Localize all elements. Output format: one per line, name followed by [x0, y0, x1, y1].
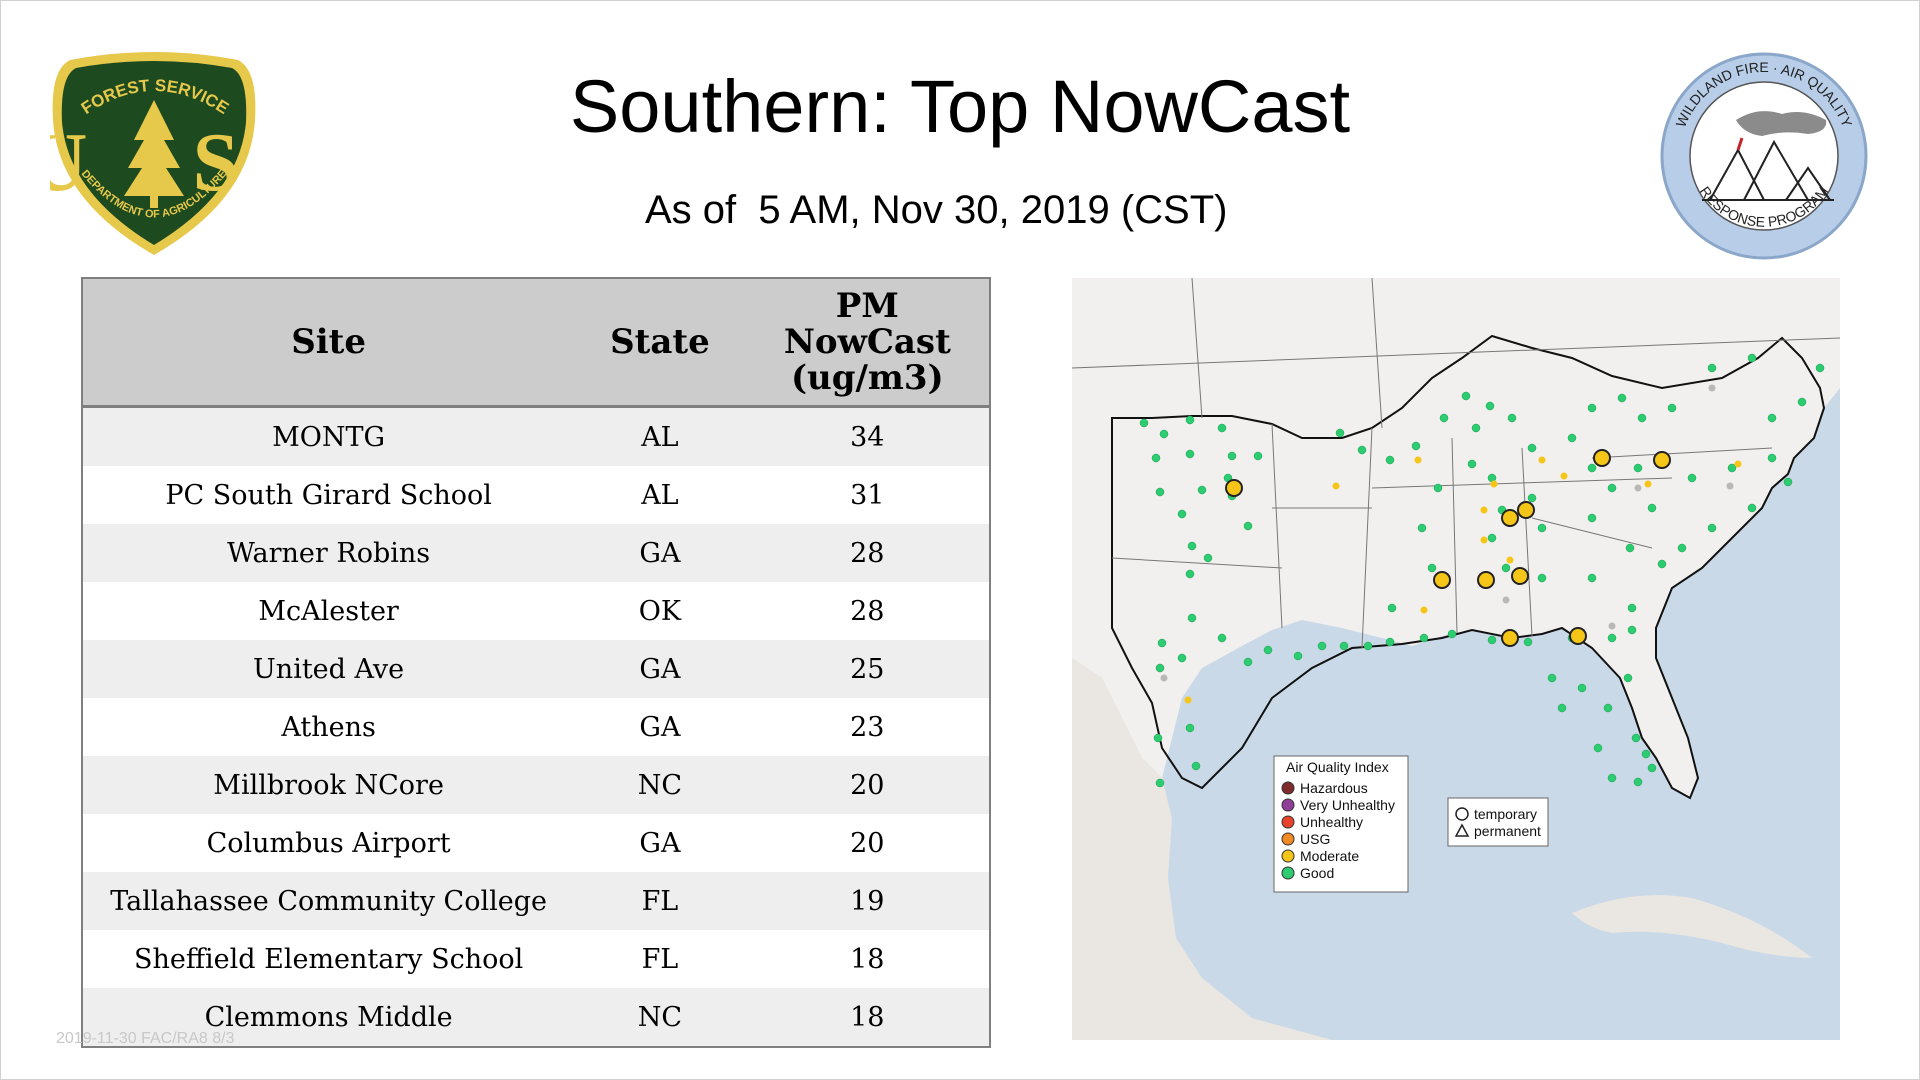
aqi-legend-title: Air Quality Index: [1286, 759, 1389, 775]
legend-unhealthy: Unhealthy: [1300, 814, 1363, 830]
cell-value: 31: [745, 466, 990, 524]
cell-state: AL: [574, 466, 746, 524]
cell-site: Athens: [82, 698, 575, 756]
table-row: McAlester OK 28: [82, 582, 990, 640]
cell-state: GA: [574, 640, 746, 698]
flag-icon: [1736, 137, 1744, 151]
cell-state: NC: [574, 988, 746, 1047]
cell-value: 20: [745, 756, 990, 814]
cell-site: PC South Girard School: [82, 466, 575, 524]
cell-site: Sheffield Elementary School: [82, 930, 575, 988]
legend-good: Good: [1300, 865, 1334, 881]
table-row: Clemmons Middle NC 18: [82, 988, 990, 1047]
cell-value: 20: [745, 814, 990, 872]
footer-faint-text: 2019-11-30 FAC/RA8 8/3: [56, 1030, 235, 1047]
pine-tree-icon: [124, 100, 184, 208]
map-region-outline: [1111, 334, 1826, 800]
legend-permanent: permanent: [1474, 823, 1541, 839]
legend-moderate: Moderate: [1300, 848, 1359, 864]
cell-value: 19: [745, 872, 990, 930]
table-row: PC South Girard School AL 31: [82, 466, 990, 524]
table-row: Warner Robins GA 28: [82, 524, 990, 582]
monitor-type-legend: temporary permanent: [1447, 797, 1549, 847]
map-state-lines: [1071, 277, 1841, 649]
forest-service-logo: FOREST SERVICE DEPARTMENT OF AGRICULTURE…: [27, 50, 258, 260]
cell-state: NC: [574, 756, 746, 814]
cell-state: FL: [574, 930, 746, 988]
cell-value: 23: [745, 698, 990, 756]
nowcast-table: Site State PM NowCast (ug/m3) MONTG AL 34 …: [81, 277, 991, 1048]
cell-site: McAlester: [82, 582, 575, 640]
legend-temporary: temporary: [1474, 806, 1537, 822]
air-quality-map: Air Quality Index Hazardous Very Unhealt…: [1071, 277, 1841, 1040]
table-row: Sheffield Elementary School FL 18: [82, 930, 990, 988]
map-us-land: [1072, 278, 1840, 798]
table-header-row: Site State PM NowCast (ug/m3): [82, 278, 990, 408]
table-row: Millbrook NCore NC 20: [82, 756, 990, 814]
cell-site: Warner Robins: [82, 524, 575, 582]
cell-site: MONTG: [82, 406, 575, 466]
table-row: Columbus Airport GA 20: [82, 814, 990, 872]
permanent-triangle-icon: [1454, 823, 1470, 837]
gray-monitor-dots: [1160, 384, 1734, 682]
aqi-legend: Air Quality Index Hazardous Very Unhealt…: [1273, 755, 1409, 893]
slide-title: Southern: Top NowCast: [569, 65, 1351, 148]
table-row: Athens GA 23: [82, 698, 990, 756]
cell-state: GA: [574, 524, 746, 582]
legend-very-unhealthy: Very Unhealthy: [1300, 797, 1395, 813]
cell-value: 18: [745, 988, 990, 1047]
table-row: Tallahassee Community College FL 19: [82, 872, 990, 930]
header-pm-nowcast: PM NowCast (ug/m3): [745, 278, 990, 408]
slide-subtitle: As of 5 AM, Nov 30, 2019 (CST): [645, 188, 1228, 232]
cell-site: Tallahassee Community College: [82, 872, 575, 930]
legend-hazardous: Hazardous: [1300, 780, 1368, 796]
cell-site: Clemmons Middle: [82, 988, 575, 1047]
map-cuba-land: [1572, 895, 1812, 958]
cell-state: GA: [574, 698, 746, 756]
header-state: State: [574, 278, 746, 408]
cell-state: AL: [574, 406, 746, 466]
map-mexico-land: [1072, 658, 1332, 1040]
cell-site: United Ave: [82, 640, 575, 698]
legend-usg: USG: [1300, 831, 1330, 847]
smoke-icon: [1736, 111, 1827, 136]
moderate-large-dots: [1225, 449, 1671, 647]
moderate-small-dots: [1184, 456, 1742, 704]
cell-value: 25: [745, 640, 990, 698]
cell-value: 34: [745, 406, 990, 466]
cell-value: 28: [745, 582, 990, 640]
cell-value: 18: [745, 930, 990, 988]
good-monitor-dots: [1139, 353, 1825, 788]
temporary-circle-icon: [1455, 807, 1469, 821]
cell-state: GA: [574, 814, 746, 872]
cell-site: Millbrook NCore: [82, 756, 575, 814]
table-row: MONTG AL 34: [82, 406, 990, 466]
cell-site: Columbus Airport: [82, 814, 575, 872]
header-site: Site: [82, 278, 575, 408]
cell-state: FL: [574, 872, 746, 930]
cell-value: 28: [745, 524, 990, 582]
cell-state: OK: [574, 582, 746, 640]
wildland-fire-logo: WILDLAND FIRE · AIR QUALITY RESPONSE PRO…: [1658, 50, 1870, 262]
table-row: United Ave GA 25: [82, 640, 990, 698]
